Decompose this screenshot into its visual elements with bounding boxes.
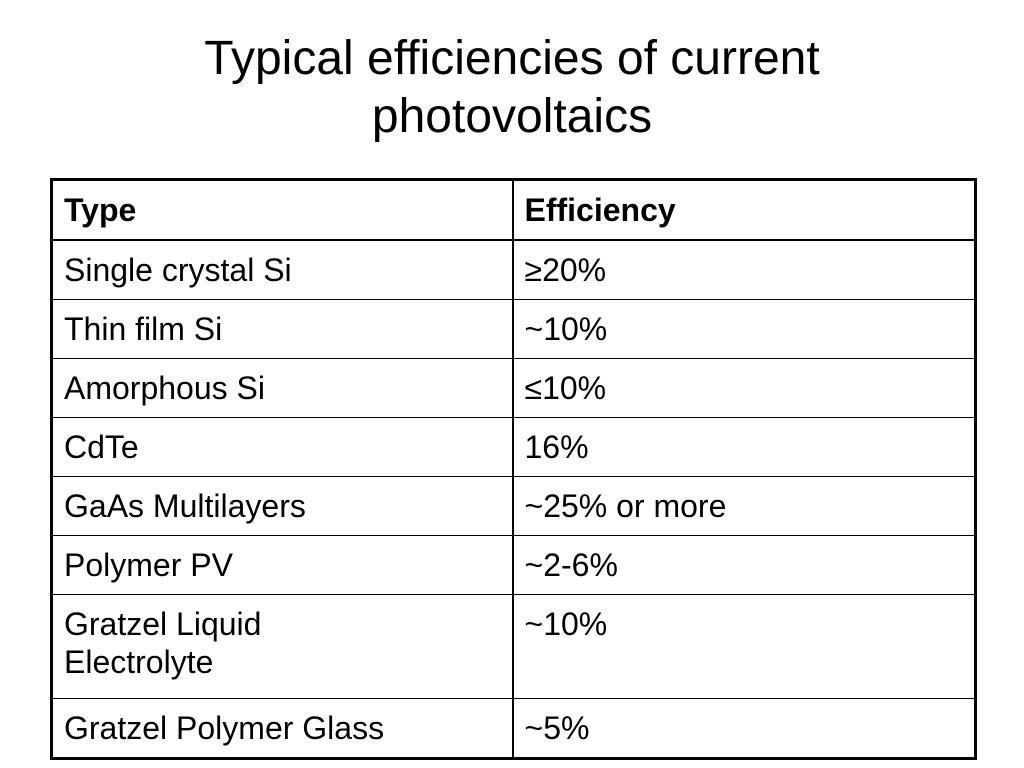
cell-type: GaAs Multilayers xyxy=(51,476,514,536)
cell-type: Gratzel Polymer Glass xyxy=(51,698,514,759)
cell-efficiency: 16% xyxy=(512,417,976,477)
table-header-row: Type Efficiency xyxy=(51,179,976,241)
column-header-efficiency: Efficiency xyxy=(512,179,976,241)
efficiency-table: Type Efficiency Single crystal Si ≥20% T… xyxy=(50,178,977,760)
cell-type: Polymer PV xyxy=(51,535,514,595)
cell-efficiency: ≤10% xyxy=(512,358,976,418)
table-row: CdTe 16% xyxy=(51,417,976,477)
cell-type: Gratzel Liquid Electrolyte xyxy=(51,594,514,699)
table-row: Amorphous Si ≤10% xyxy=(51,358,976,418)
cell-efficiency: ~2-6% xyxy=(512,535,976,595)
cell-type: Single crystal Si xyxy=(51,239,514,300)
slide-title-line-1: Typical efficiencies of current xyxy=(204,32,820,85)
cell-type: Thin film Si xyxy=(51,299,514,359)
cell-efficiency: ~5% xyxy=(512,698,976,759)
cell-efficiency: ~10% xyxy=(512,299,976,359)
cell-efficiency: ~25% or more xyxy=(512,476,976,536)
table-row: Polymer PV ~2-6% xyxy=(51,535,976,595)
slide-title: Typical efficiencies of current photovol… xyxy=(60,30,964,146)
cell-type: CdTe xyxy=(51,417,514,477)
table-row: Single crystal Si ≥20% xyxy=(51,239,976,300)
cell-type: Amorphous Si xyxy=(51,358,514,418)
table-row: Gratzel Polymer Glass ~5% xyxy=(51,698,976,759)
efficiency-table-container: Type Efficiency Single crystal Si ≥20% T… xyxy=(50,178,977,760)
table-row: Thin film Si ~10% xyxy=(51,299,976,359)
table-row: Gratzel Liquid Electrolyte ~10% xyxy=(51,594,976,699)
cell-efficiency: ≥20% xyxy=(512,239,976,300)
slide-title-line-2: photovoltaics xyxy=(371,90,653,143)
cell-type-line-2: Electrolyte xyxy=(64,644,214,680)
column-header-type: Type xyxy=(51,179,514,241)
table-row: GaAs Multilayers ~25% or more xyxy=(51,476,976,536)
cell-type-line-1: Gratzel Liquid xyxy=(64,606,262,642)
cell-efficiency: ~10% xyxy=(512,594,976,699)
